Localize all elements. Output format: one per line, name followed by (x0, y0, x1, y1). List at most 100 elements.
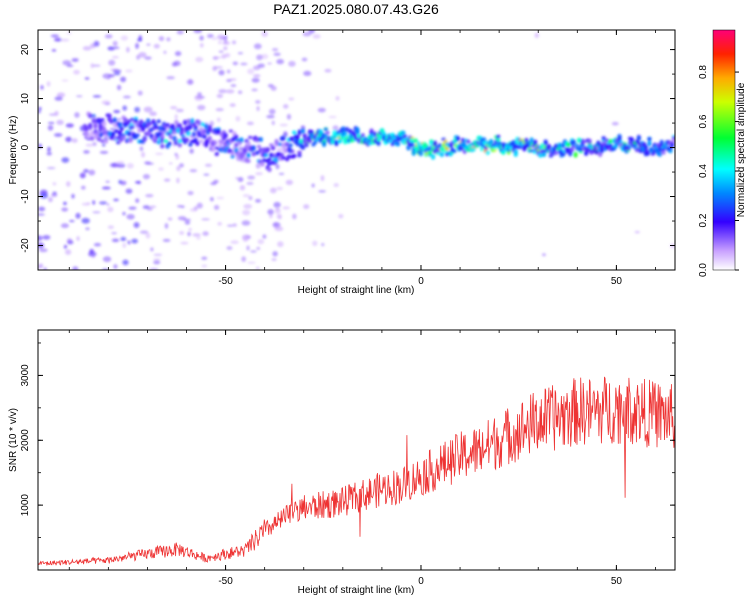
y-tick-label: 1000 (20, 494, 31, 517)
heatmap-cell (81, 202, 90, 206)
heatmap-cell (312, 240, 318, 247)
heatmap-cell (172, 135, 177, 142)
heatmap-cell (137, 90, 143, 96)
heatmap-cell (163, 178, 171, 182)
heatmap-cell (291, 130, 297, 135)
heatmap-cell (123, 117, 128, 124)
heatmap-cell (260, 161, 265, 167)
heatmap-cell (73, 69, 80, 75)
heatmap-cell (488, 138, 494, 145)
heatmap-cell (288, 97, 295, 101)
spectrogram-ylabel: Frequency (Hz) (8, 116, 19, 185)
heatmap-cell (395, 141, 401, 146)
heatmap-cell (211, 37, 218, 40)
heatmap-cell (256, 54, 263, 61)
heatmap-cell (171, 62, 178, 67)
heatmap-cell (216, 196, 225, 200)
heatmap-cell (578, 148, 584, 152)
heatmap-cell (230, 240, 239, 245)
heatmap-cell (288, 143, 293, 148)
heatmap-cell (247, 261, 256, 264)
heatmap-cell (201, 218, 210, 221)
y-tick-label: 0 (20, 144, 31, 150)
heatmap-cell (199, 42, 204, 48)
heatmap-cell (214, 151, 219, 157)
heatmap-cell (297, 150, 302, 155)
heatmap-cell (594, 149, 599, 155)
heatmap-cell (144, 161, 151, 165)
heatmap-cell (145, 232, 151, 239)
heatmap-cell (334, 140, 339, 147)
heatmap-cell (355, 129, 360, 134)
heatmap-cell (127, 240, 131, 245)
heatmap-cell (204, 163, 212, 167)
heatmap-cell (146, 118, 151, 124)
heatmap-cell (197, 120, 202, 126)
heatmap-cell (98, 133, 103, 138)
heatmap-cell (233, 134, 239, 141)
heatmap-cell (671, 138, 675, 143)
heatmap-cell (102, 126, 107, 133)
heatmap-cell (54, 133, 63, 137)
heatmap-cell (112, 117, 117, 123)
heatmap-cell (251, 77, 260, 83)
heatmap-cell (416, 141, 422, 148)
heatmap-cell (330, 139, 336, 145)
heatmap-cell (527, 149, 533, 153)
heatmap-cell (112, 40, 118, 47)
heatmap-cell (125, 188, 133, 194)
heatmap-cell (160, 137, 165, 144)
heatmap-cell (120, 35, 129, 41)
heatmap-cell (372, 131, 378, 137)
heatmap-cell (401, 130, 406, 136)
heatmap-cell (255, 172, 263, 176)
heatmap-cell (273, 222, 279, 227)
heatmap-cell (460, 137, 466, 142)
heatmap-cell (192, 233, 201, 237)
heatmap-cell (194, 95, 203, 102)
heatmap-cell (113, 72, 121, 76)
heatmap-cell (61, 207, 69, 212)
heatmap-cell (145, 193, 154, 198)
heatmap-cell (601, 136, 606, 141)
heatmap-cell (272, 251, 278, 257)
heatmap-cell (317, 107, 326, 113)
heatmap-cell (659, 139, 664, 146)
heatmap-cell (481, 137, 487, 143)
heatmap-cell (321, 243, 325, 247)
heatmap-cell (54, 96, 63, 101)
heatmap-cell (256, 105, 260, 112)
heatmap-cell (611, 121, 619, 126)
heatmap-cell (251, 151, 256, 157)
heatmap-cell (276, 214, 282, 220)
heatmap-cell (338, 213, 344, 219)
heatmap-cell (311, 183, 315, 188)
snr-series-line (38, 376, 675, 567)
heatmap-cell (218, 143, 223, 148)
heatmap-cell (655, 142, 661, 148)
heatmap-cell (269, 187, 277, 194)
chart-title: PAZ1.2025.080.07.43.G26 (273, 1, 439, 17)
heatmap-cell (282, 104, 289, 109)
heatmap-cell (133, 222, 140, 228)
heatmap-cell (413, 138, 418, 144)
heatmap-cell (116, 136, 121, 140)
heatmap-cell (38, 107, 42, 111)
heatmap-cell (92, 95, 102, 98)
heatmap-cell (223, 132, 228, 139)
heatmap-cell (585, 147, 591, 153)
spectrogram-frame (37, 29, 676, 271)
heatmap-cell (425, 148, 431, 152)
heatmap-cell (162, 238, 171, 242)
heatmap-cell (84, 77, 90, 80)
heatmap-cell (177, 216, 187, 221)
heatmap-cell (281, 142, 286, 149)
heatmap-cell (202, 134, 207, 139)
heatmap-cell (168, 162, 173, 165)
heatmap-cell (242, 194, 250, 198)
heatmap-cell (135, 133, 140, 137)
x-tick-label: -50 (218, 576, 233, 587)
heatmap-cell (237, 90, 243, 95)
heatmap-cell (256, 246, 261, 250)
heatmap-cell (235, 177, 239, 180)
